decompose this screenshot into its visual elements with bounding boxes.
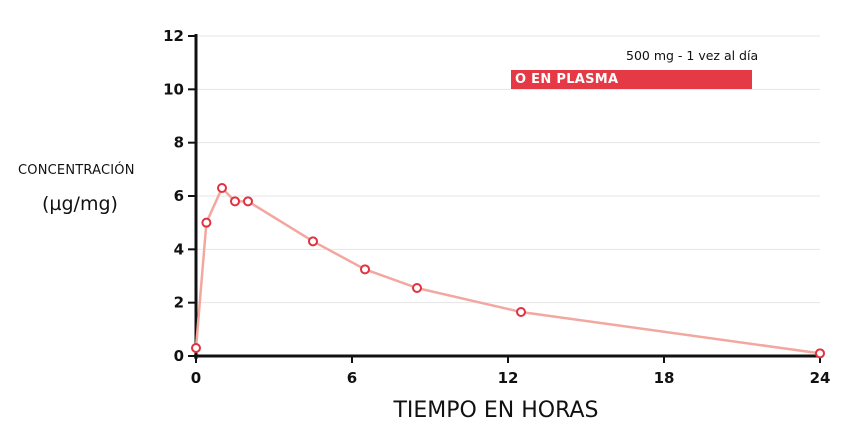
data-point xyxy=(360,264,370,275)
y-tick-label-12: 12 xyxy=(163,27,184,45)
y-axis-unit: (µg/mg) xyxy=(42,193,118,215)
data-point xyxy=(815,348,825,359)
y-tick-label-10: 10 xyxy=(163,80,184,98)
legend-dose-note: 500 mg - 1 vez al día xyxy=(626,48,759,63)
data-point xyxy=(308,236,318,247)
x-axis-label: TIEMPO EN HORAS xyxy=(393,398,599,423)
x-tick-label-24: 24 xyxy=(810,369,831,387)
legend-series-plasma: O EN PLASMA xyxy=(511,70,752,89)
x-tick-labels: 0 6 12 18 24 xyxy=(191,356,831,387)
y-tick-label-6: 6 xyxy=(174,187,184,205)
series-line-0 xyxy=(194,186,821,355)
y-tick-label-2: 2 xyxy=(174,294,184,312)
data-point xyxy=(516,307,526,317)
data-point xyxy=(412,283,422,293)
x-tick-label-0: 0 xyxy=(191,369,201,387)
data-point xyxy=(201,217,212,228)
x-tick-label-12: 12 xyxy=(498,369,519,387)
grid-lines xyxy=(196,35,820,304)
data-point xyxy=(217,183,227,193)
x-tick-label-6: 6 xyxy=(347,369,357,387)
y-tick-label-4: 4 xyxy=(174,240,184,258)
data-point xyxy=(230,196,240,207)
x-tick-label-18: 18 xyxy=(654,369,675,387)
y-tick-labels: 0 2 4 6 8 10 12 xyxy=(163,27,196,365)
y-tick-label-8: 8 xyxy=(174,134,184,152)
data-point xyxy=(243,196,253,207)
y-axis-label: CONCENTRACIÓN xyxy=(18,163,135,178)
y-tick-label-0: 0 xyxy=(174,347,184,365)
series-plasma xyxy=(191,183,825,359)
data-point xyxy=(191,343,201,353)
